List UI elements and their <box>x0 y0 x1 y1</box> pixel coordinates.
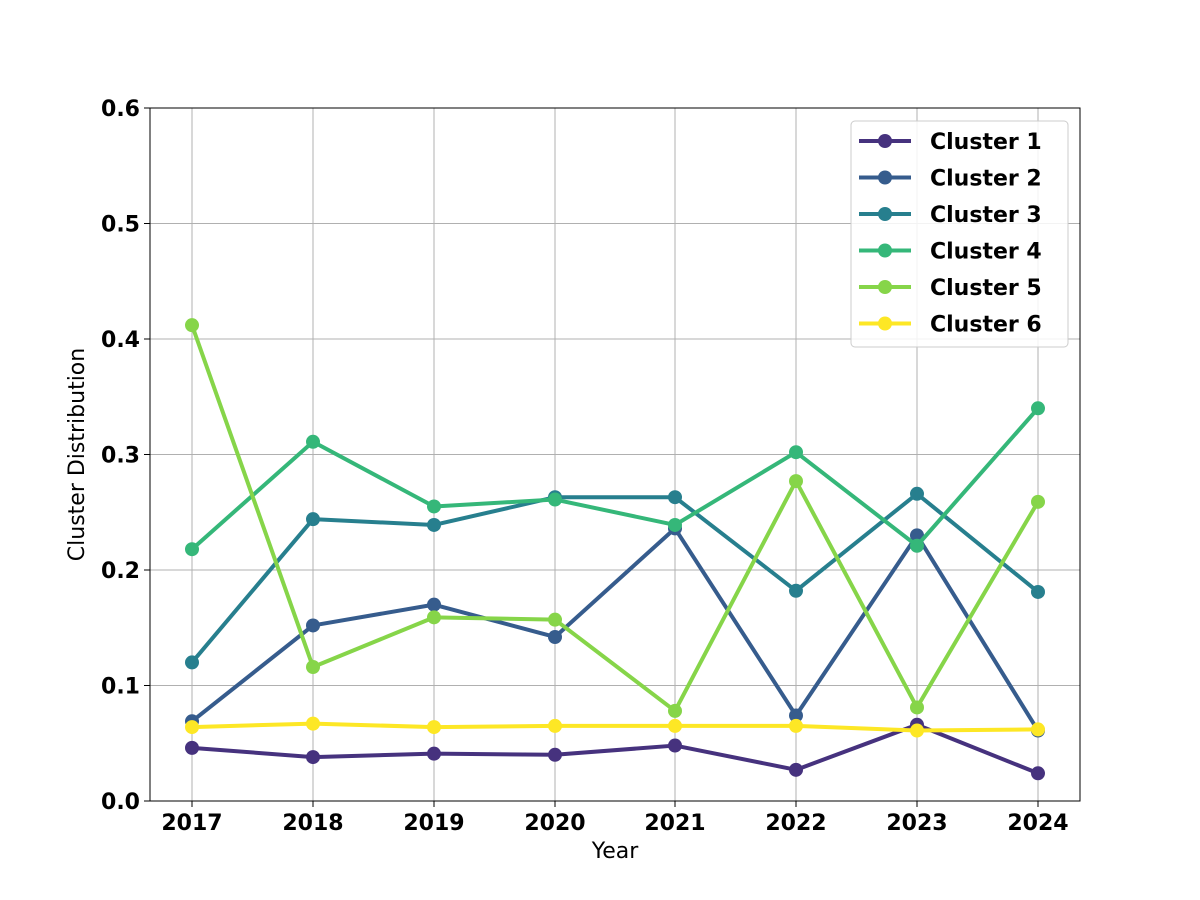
data-point <box>548 612 562 627</box>
series-line <box>191 722 1039 776</box>
data-point <box>306 434 320 449</box>
x-tick-label: 2020 <box>524 811 585 836</box>
y-tick-label: 0.4 <box>101 328 140 353</box>
axes: 2017 2018 2019 2020 2021 2022 2023 2024 0.0 0.1 0.… <box>101 97 1069 836</box>
y-tick-label: 0.6 <box>101 97 140 122</box>
series-layer <box>185 318 1045 781</box>
legend-item: Cluster 3 <box>859 203 1042 228</box>
data-point <box>789 708 803 723</box>
data-point <box>548 492 562 507</box>
data-point <box>427 517 441 532</box>
data-point <box>427 610 441 625</box>
series-line <box>190 491 1040 664</box>
data-point <box>910 486 924 501</box>
legend-label: Cluster 5 <box>930 276 1042 301</box>
legend-item: Cluster 1 <box>859 130 1042 155</box>
data-point <box>668 517 682 532</box>
legend-marker <box>878 170 892 185</box>
x-tick-label: 2018 <box>282 811 343 836</box>
data-point <box>427 499 441 514</box>
y-tick-label: 0.5 <box>101 213 140 238</box>
series-4 <box>185 401 1045 557</box>
series-5 <box>185 318 1045 718</box>
legend-marker <box>878 243 892 258</box>
x-tick-label: 2017 <box>161 811 222 836</box>
data-point <box>789 762 803 777</box>
x-tick-label: 2021 <box>644 811 705 836</box>
legend-marker <box>878 280 892 294</box>
data-point <box>668 738 682 753</box>
legend-item: Cluster 6 <box>859 313 1042 338</box>
data-point <box>185 720 199 735</box>
x-axis-label: Year <box>591 839 640 864</box>
data-point <box>548 718 562 733</box>
data-point <box>185 655 199 670</box>
legend-label: Cluster 3 <box>930 203 1042 228</box>
data-point <box>306 750 320 765</box>
data-point <box>1031 494 1045 509</box>
data-point <box>910 700 924 715</box>
data-point <box>306 618 320 633</box>
y-tick-label: 0.2 <box>101 559 140 584</box>
legend-item: Cluster 5 <box>859 276 1042 301</box>
legend-item: Cluster 4 <box>859 240 1042 265</box>
series-line <box>190 324 1040 713</box>
x-tick-label: 2024 <box>1007 811 1068 836</box>
y-tick-label: 0.0 <box>101 790 140 815</box>
x-tick-label: 2023 <box>886 811 947 836</box>
data-point <box>427 597 441 612</box>
data-point <box>910 538 924 553</box>
data-point <box>910 723 924 738</box>
data-point <box>1031 584 1045 599</box>
legend-marker <box>878 207 892 221</box>
data-point <box>427 720 441 735</box>
data-point <box>185 542 199 557</box>
data-point <box>789 718 803 733</box>
legend-marker <box>878 134 892 148</box>
data-point <box>1031 722 1045 737</box>
series-line <box>190 526 1040 732</box>
series-6 <box>185 716 1045 738</box>
data-point <box>668 490 682 505</box>
series-line <box>191 721 1039 733</box>
legend-label: Cluster 1 <box>930 130 1042 155</box>
data-point <box>306 660 320 675</box>
data-point <box>668 718 682 733</box>
x-tick-label: 2022 <box>765 811 826 836</box>
data-point <box>789 583 803 598</box>
data-point <box>548 629 562 644</box>
data-point <box>1031 766 1045 781</box>
legend-label: Cluster 2 <box>930 167 1042 192</box>
y-tick-label: 0.1 <box>101 675 140 700</box>
data-point <box>1031 401 1045 416</box>
data-point <box>548 747 562 762</box>
legend-marker <box>878 316 892 331</box>
data-point <box>185 740 199 755</box>
y-tick-label: 0.3 <box>101 444 140 469</box>
x-tick-label: 2019 <box>403 811 464 836</box>
y-axis-label: Cluster Distribution <box>65 348 90 561</box>
data-point <box>789 474 803 489</box>
data-point <box>789 445 803 460</box>
legend: Cluster 1 Cluster 2 Cluster 3 Cluster 4 Clus… <box>850 120 1069 348</box>
legend-label: Cluster 4 <box>930 240 1042 265</box>
data-point <box>185 318 199 333</box>
data-point <box>306 512 320 527</box>
legend-item: Cluster 2 <box>859 167 1042 192</box>
data-point <box>668 703 682 718</box>
series-line <box>190 406 1040 551</box>
legend-label: Cluster 6 <box>930 313 1042 338</box>
data-point <box>427 746 441 761</box>
data-point <box>306 716 320 731</box>
